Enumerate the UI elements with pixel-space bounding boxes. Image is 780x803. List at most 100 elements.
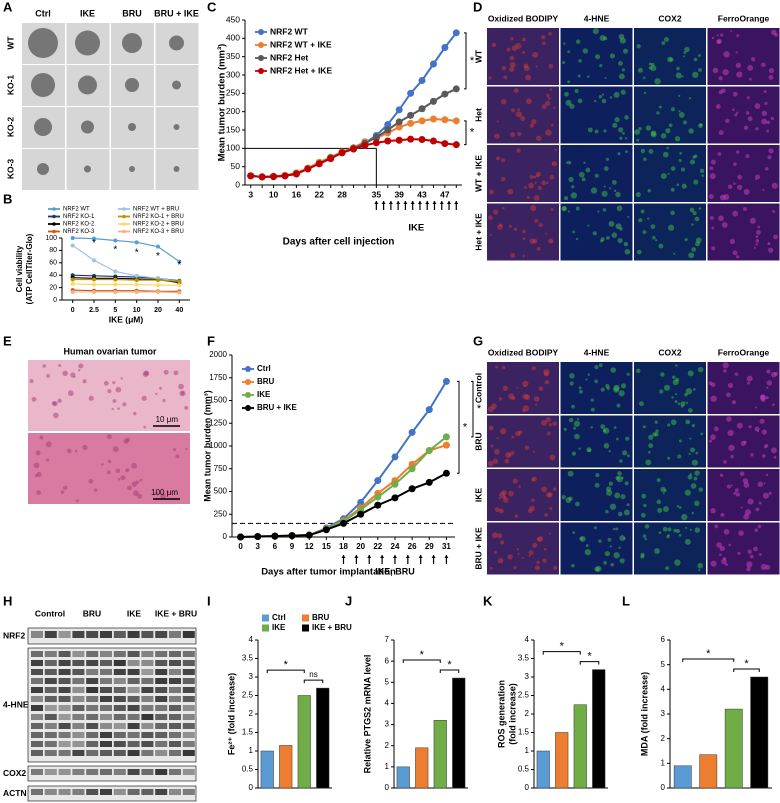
stain — [684, 538, 691, 545]
stain — [508, 224, 512, 228]
stain — [611, 180, 617, 185]
significance: ns — [309, 670, 317, 679]
stain — [749, 217, 756, 224]
bar — [573, 704, 587, 789]
stain — [658, 243, 664, 249]
bar — [750, 676, 769, 789]
row-label: KO-1 — [5, 75, 15, 96]
x-tick-label: 24 — [391, 542, 400, 551]
dose-arrowhead — [432, 201, 437, 204]
stain — [681, 513, 688, 521]
y-tick-label: 3.5 — [518, 654, 530, 663]
stain — [600, 424, 606, 429]
legend-marker — [122, 214, 126, 219]
stain — [586, 447, 592, 453]
stain — [568, 417, 574, 423]
stain — [745, 154, 750, 158]
stain — [710, 507, 716, 514]
significance: * — [587, 651, 592, 663]
y-tick-label: 0 — [525, 783, 530, 792]
stain — [493, 209, 499, 215]
stain — [613, 386, 620, 393]
band — [155, 732, 168, 738]
row-label: BRU — [473, 432, 483, 450]
stain — [698, 569, 701, 572]
legend-label: NRF2 KO-1 — [63, 214, 95, 220]
stain — [578, 171, 585, 178]
stain — [643, 157, 647, 162]
stain — [510, 450, 515, 456]
cell — [101, 463, 104, 466]
stain — [488, 215, 493, 221]
band — [58, 732, 71, 738]
stain — [574, 88, 579, 94]
stain — [753, 546, 758, 552]
stain — [774, 371, 779, 376]
stain — [659, 389, 664, 394]
band — [127, 687, 140, 693]
stain — [603, 185, 606, 188]
stain — [614, 117, 620, 123]
row-label: 4-HNE — [3, 699, 29, 709]
stain — [688, 452, 691, 455]
band — [31, 669, 43, 675]
microscopy-image — [560, 415, 633, 468]
stain — [727, 429, 734, 437]
band — [169, 750, 181, 756]
spheroid — [34, 118, 52, 136]
stain — [758, 552, 762, 556]
stain — [737, 551, 741, 555]
stain — [600, 237, 605, 242]
stain — [623, 509, 630, 516]
band — [113, 723, 126, 729]
stain — [516, 386, 519, 389]
stain — [529, 505, 536, 512]
stain — [762, 492, 770, 499]
band — [169, 789, 181, 795]
cell — [67, 390, 74, 397]
point — [407, 89, 415, 97]
significance-bracket — [457, 380, 460, 474]
band — [31, 714, 43, 720]
stain — [497, 557, 504, 564]
stain — [549, 174, 555, 180]
band — [100, 723, 112, 729]
stain — [545, 181, 549, 185]
legend-label: NRF2 WT + BRU — [133, 207, 179, 213]
cell — [88, 478, 94, 484]
band — [127, 696, 140, 702]
stain — [697, 562, 704, 569]
point — [407, 135, 415, 143]
stain — [500, 176, 506, 182]
cell — [125, 437, 131, 442]
stain — [569, 381, 574, 386]
stain — [656, 478, 661, 483]
stain — [716, 39, 721, 45]
stain — [699, 123, 703, 127]
point — [357, 510, 365, 518]
stain — [638, 218, 643, 223]
legend-label: BRU — [257, 377, 275, 386]
row-label: WT + IKE — [473, 155, 483, 192]
y-tick-label: 2 — [385, 741, 390, 750]
stain — [498, 397, 503, 401]
stain — [742, 206, 747, 212]
legend-label: Ctrl — [272, 613, 286, 622]
stain — [689, 437, 692, 440]
stain — [650, 62, 655, 67]
stain — [544, 513, 548, 517]
bar — [536, 750, 550, 789]
row-label: KO-3 — [5, 159, 15, 180]
band — [169, 723, 181, 729]
stain — [766, 380, 773, 386]
stain — [501, 490, 507, 496]
legend-marker — [258, 55, 264, 61]
stain — [685, 401, 689, 404]
stain — [536, 560, 540, 564]
stain — [609, 96, 613, 99]
stain — [755, 507, 760, 512]
stain — [749, 554, 754, 559]
band — [113, 741, 126, 747]
row-label: KO-2 — [5, 117, 15, 138]
stain — [643, 503, 647, 508]
